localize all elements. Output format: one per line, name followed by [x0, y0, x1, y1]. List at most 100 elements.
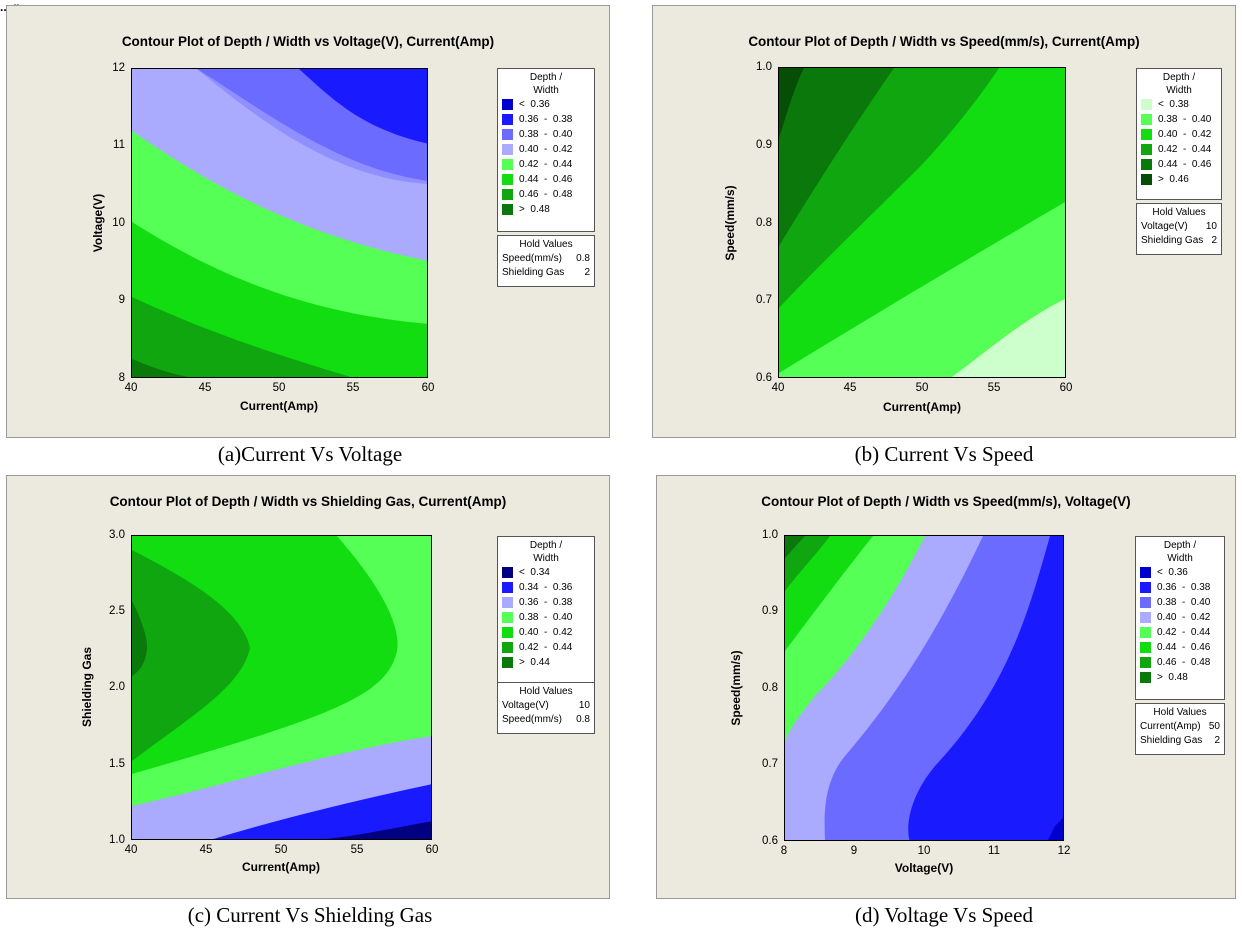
legend-title-line1: Depth / [1162, 72, 1196, 83]
x-tick: 60 [1059, 382, 1073, 394]
legend: Depth / Width < 0.36 0.36 - 0.38 0.38 - … [497, 68, 595, 232]
y-tick: 0.7 [762, 758, 778, 770]
x-tick: 12 [1057, 845, 1071, 857]
hold-title: Hold Values [1152, 207, 1206, 218]
x-axis-label: Current(Amp) [883, 400, 961, 414]
legend-label: 0.38 - 0.40 [519, 612, 573, 623]
legend-swatch [502, 582, 513, 593]
x-tick: 8 [780, 845, 788, 857]
x-tick: 60 [421, 382, 435, 394]
legend-swatch [1141, 99, 1152, 110]
caption-b: (b) Current Vs Speed [854, 442, 1034, 466]
legend-swatch [1141, 129, 1152, 140]
y-tick: 12 [112, 62, 125, 74]
hold-title: Hold Values [1153, 707, 1207, 718]
legend-title-line2: Width [1167, 553, 1193, 564]
legend-swatch [502, 129, 513, 140]
contour-panel-d: Contour Plot of Depth / Width vs Speed(m… [656, 475, 1236, 899]
legend-label: < 0.36 [519, 99, 550, 110]
legend-label: 0.42 - 0.44 [519, 642, 573, 653]
hold-value: 0.8 [576, 253, 590, 264]
y-tick: 1.0 [109, 834, 125, 846]
legend-label: 0.44 - 0.46 [1157, 642, 1211, 653]
legend-swatch [502, 657, 513, 668]
y-axis-label: Shielding Gas [80, 646, 94, 728]
legend-swatch [1140, 642, 1151, 653]
contour-bands [132, 69, 427, 377]
y-tick: 0.7 [756, 294, 772, 306]
plot-area: 8 9 10 11 12 0.6 0.7 0.8 0.9 1.0 Voltage… [729, 529, 1070, 875]
x-tick: 50 [272, 382, 286, 394]
x-tick: 50 [915, 382, 929, 394]
legend-label: 0.40 - 0.42 [519, 627, 573, 638]
caption-c: (c) Current Vs Shielding Gas [187, 903, 433, 927]
legend-swatch [502, 567, 513, 578]
legend-swatch [502, 597, 513, 608]
x-tick: 10 [917, 845, 931, 857]
chart-title: Contour Plot of Depth / Width vs Shieldi… [109, 494, 507, 509]
y-axis-label: Voltage(V) [91, 193, 105, 253]
legend-item: < 0.36 [502, 97, 590, 112]
legend-item: 0.38 - 0.40 [502, 610, 590, 625]
hold-values-box: Hold Values Speed(mm/s) 0.8 Shielding Gas… [497, 235, 595, 287]
legend-swatch [1140, 597, 1151, 608]
y-tick: 0.9 [762, 605, 778, 617]
plot-area: 40 45 50 55 60 8 9 10 11 12 Current(Amp)… [91, 62, 434, 413]
legend-label: 0.40 - 0.42 [1158, 129, 1212, 140]
legend-label: 0.44 - 0.46 [519, 174, 573, 185]
legend-swatch [502, 627, 513, 638]
legend-label: < 0.36 [1157, 567, 1188, 578]
legend: Depth / Width < 0.34 0.34 - 0.36 0.36 - … [497, 536, 595, 683]
legend-label: 0.44 - 0.46 [1158, 159, 1212, 170]
legend-swatch [502, 612, 513, 623]
y-tick: 0.9 [756, 139, 772, 151]
legend-label: 0.40 - 0.42 [519, 144, 573, 155]
x-tick: 45 [843, 382, 857, 394]
band-below-0.34 [325, 821, 431, 839]
legend-swatch [1140, 657, 1151, 668]
legend-label: 0.36 - 0.38 [519, 114, 573, 125]
y-tick: 0.8 [762, 682, 778, 694]
legend-swatch [1141, 159, 1152, 170]
y-axis-label: Speed(mm/s) [723, 185, 737, 261]
hold-name: Shielding Gas [502, 267, 565, 278]
hold-value: 2 [1211, 235, 1217, 246]
chart-title: Contour Plot of Depth / Width vs Voltage… [121, 34, 495, 49]
hold-values-box: Hold Values Voltage(V) 10 Shielding Gas 2 [1136, 203, 1222, 255]
hold-row: Voltage(V) 10 [1141, 220, 1217, 234]
x-axis-label: Current(Amp) [240, 399, 318, 413]
hold-row: Shielding Gas 2 [502, 266, 590, 280]
legend-item: 0.36 - 0.38 [502, 112, 590, 127]
hold-name: Shielding Gas [1140, 735, 1203, 746]
plot-area: 40 45 50 55 60 0.6 0.7 0.8 0.9 1.0 Curre… [723, 61, 1072, 414]
contour-bands [132, 536, 431, 839]
legend-label: 0.36 - 0.38 [1157, 582, 1211, 593]
band-below-0.38 [951, 298, 1065, 377]
band-below-0.36 [1048, 818, 1063, 840]
contour-panel-a: Contour Plot of Depth / Width vs Voltage… [6, 5, 610, 438]
y-tick: 2.5 [109, 605, 125, 617]
legend-item: 0.42 - 0.44 [502, 640, 590, 655]
plot-area: 40 45 50 55 60 1.0 1.5 2.0 2.5 3.0 Curre… [80, 529, 438, 874]
legend-item: 0.40 - 0.42 [1141, 127, 1217, 142]
band-above-0.48 [132, 359, 190, 377]
x-tick: 55 [350, 844, 364, 856]
legend-item: 0.40 - 0.42 [502, 625, 590, 640]
legend-item: > 0.46 [1141, 172, 1217, 187]
band-0.46-0.48 [785, 536, 830, 591]
legend-title-line2: Width [533, 85, 559, 96]
legend-label: 0.34 - 0.36 [519, 582, 573, 593]
hold-row: Voltage(V) 10 [502, 699, 590, 713]
y-tick: 1.0 [756, 61, 772, 73]
y-tick: 1.0 [762, 529, 778, 541]
legend-label: 0.40 - 0.42 [1157, 612, 1211, 623]
chart-title: Contour Plot of Depth / Width vs Speed(m… [761, 494, 1131, 509]
legend: Depth / Width < 0.36 0.36 - 0.38 0.38 - … [1135, 536, 1225, 700]
hold-title: Hold Values [519, 686, 573, 697]
x-tick: 50 [274, 844, 288, 856]
legend-item: 0.46 - 0.48 [1140, 655, 1220, 670]
hold-value: 0.8 [576, 714, 590, 725]
legend-item: > 0.48 [1140, 670, 1220, 685]
band-0.46-0.48 [132, 297, 351, 377]
legend-label: > 0.44 [519, 657, 550, 668]
